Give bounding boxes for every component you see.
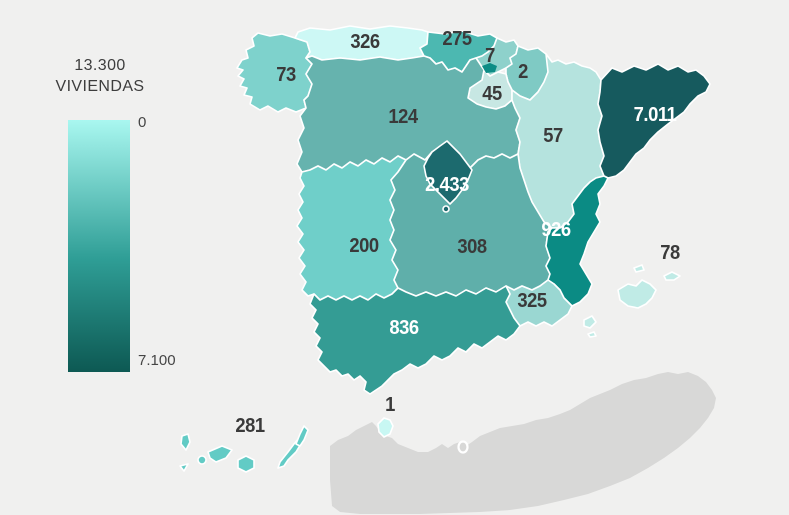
- value-label-castilla-mancha: 308: [457, 236, 487, 258]
- region-murcia[interactable]: [505, 279, 573, 327]
- region-baleares-islet[interactable]: [633, 264, 645, 273]
- region-value-labels: 73 326 275 7 2 45 124 57 7.011 2.433 200 308 926 78 32…: [235, 28, 681, 437]
- value-label-cataluna: 7.011: [634, 104, 677, 126]
- legend-title: 13.300 VIVIENDAS: [25, 56, 175, 98]
- region-madrid-exclave[interactable]: [442, 205, 450, 213]
- legend: 13.300 VIVIENDAS 0 7.100: [25, 56, 176, 372]
- region-baleares-ibiza[interactable]: [583, 315, 597, 329]
- region-canarias-gran-canaria[interactable]: [237, 455, 255, 473]
- region-baleares-mallorca[interactable]: [617, 279, 657, 309]
- value-label-cantabria: 275: [442, 28, 472, 50]
- value-label-baleares: 78: [660, 242, 680, 264]
- value-label-galicia: 73: [276, 64, 296, 86]
- value-label-valencia: 926: [541, 219, 570, 241]
- value-label-extremadura: 200: [349, 235, 378, 257]
- melilla-spot: [457, 440, 469, 454]
- value-label-navarra: 2: [518, 61, 528, 83]
- value-label-la-rioja: 45: [482, 83, 502, 105]
- region-madrid[interactable]: [423, 140, 473, 205]
- region-canarias-fuerteventura[interactable]: [277, 437, 303, 469]
- region-baleares-formentera[interactable]: [587, 331, 597, 338]
- legend-title-units: VIVIENDAS: [55, 77, 145, 95]
- region-extremadura[interactable]: [296, 155, 407, 301]
- region-canarias-el-hierro[interactable]: [179, 463, 189, 472]
- legend-max-label: 0: [138, 114, 147, 131]
- region-ceuta[interactable]: [377, 417, 394, 438]
- value-label-madrid: 2.433: [425, 174, 469, 196]
- value-label-canarias: 281: [235, 415, 265, 437]
- region-andalucia[interactable]: [309, 285, 521, 395]
- value-label-andalucia: 836: [389, 317, 418, 339]
- region-baleares-menorca[interactable]: [663, 271, 681, 281]
- region-canarias-lanzarote[interactable]: [295, 425, 309, 447]
- basque-enclave-blob: [482, 63, 497, 73]
- value-label-aragon: 57: [543, 125, 563, 147]
- legend-min-label: 7.100: [138, 352, 176, 369]
- value-label-asturias: 326: [350, 31, 379, 53]
- value-label-castilla-leon: 124: [388, 106, 418, 128]
- value-label-ceuta: 1: [385, 394, 396, 416]
- region-canarias-la-gomera[interactable]: [197, 455, 207, 465]
- value-label-murcia: 325: [517, 290, 547, 312]
- legend-title-total: 13.300: [74, 57, 126, 74]
- legend-gradient-bar: [68, 120, 130, 372]
- region-galicia[interactable]: [236, 32, 313, 113]
- africa-landmass: [330, 372, 716, 514]
- value-label-pais-vasco: 7: [485, 45, 495, 67]
- region-canarias-la-palma[interactable]: [180, 433, 191, 451]
- region-canarias-tenerife[interactable]: [207, 445, 233, 463]
- region-cataluna[interactable]: [597, 63, 711, 179]
